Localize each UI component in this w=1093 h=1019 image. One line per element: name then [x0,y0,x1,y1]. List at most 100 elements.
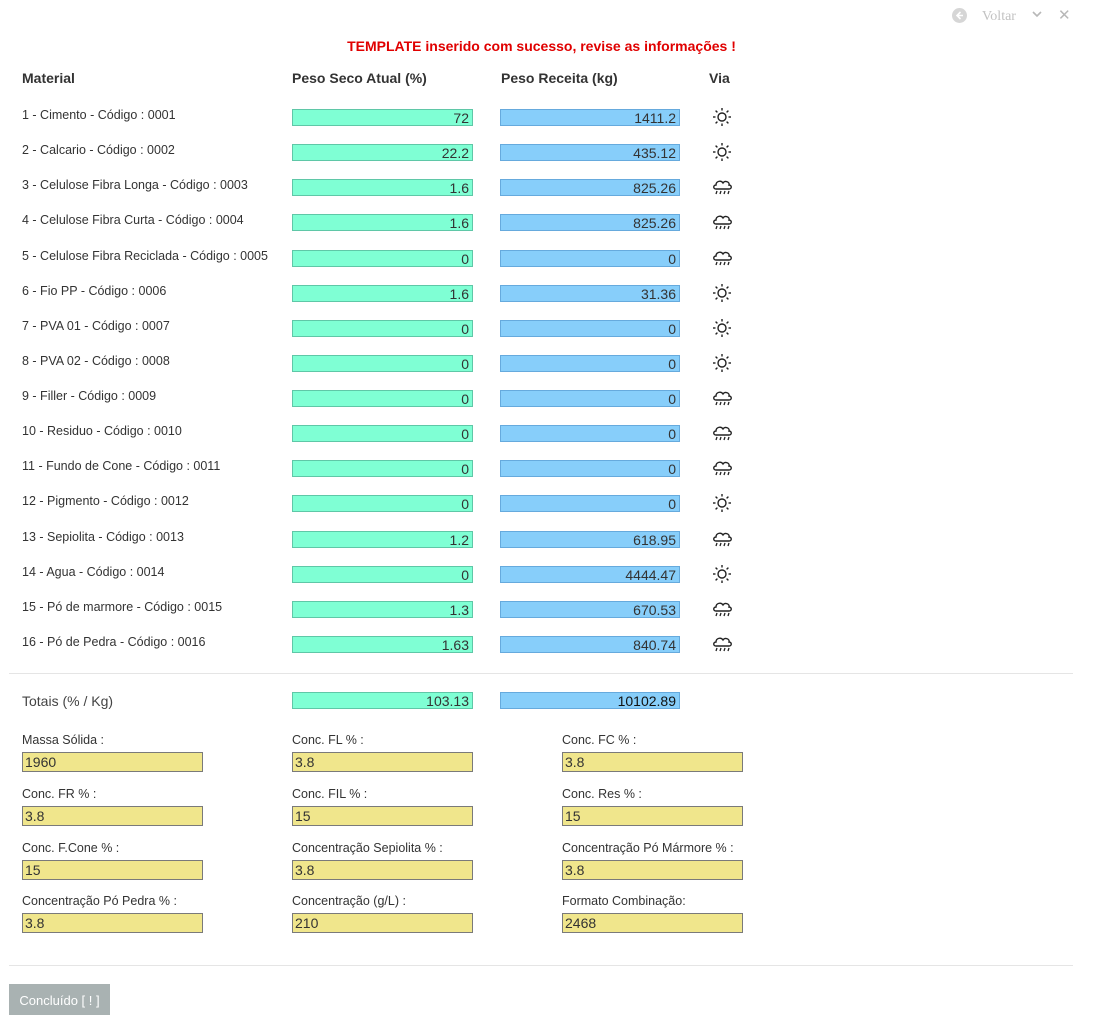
field-label: Conc. FC % : [562,733,637,747]
field-label: Conc. FL % : [292,733,364,747]
concentration-input[interactable]: 3.8 [22,913,203,933]
back-button[interactable]: Voltar [982,9,1016,24]
concentration-input[interactable]: 3.8 [562,860,743,880]
header-peso-seco: Peso Seco Atual (%) [292,70,427,86]
peso-seco-field[interactable]: 0 [292,354,473,372]
peso-receita-field[interactable]: 0 [500,319,680,337]
total-receita-field[interactable]: 10102.89 [500,692,680,709]
sun-icon[interactable] [711,318,733,338]
peso-seco-field[interactable]: 1.2 [292,530,473,548]
peso-receita-field[interactable]: 670.53 [500,600,680,618]
peso-receita-field[interactable]: 840.74 [500,635,680,653]
concentration-input[interactable]: 3.8 [292,860,473,880]
material-label: 2 - Calcario - Código : 0002 [22,143,175,158]
peso-seco-field[interactable]: 0 [292,495,473,513]
concentration-input[interactable]: 3.8 [292,752,473,772]
peso-receita-field[interactable]: 0 [500,460,680,478]
peso-receita-field[interactable]: 31.36 [500,284,680,302]
peso-seco-field[interactable]: 1.6 [292,179,473,197]
close-icon[interactable]: ✕ [1058,7,1071,24]
field-label: Concentração Pó Pedra % : [22,894,177,908]
material-label: 15 - Pó de marmore - Código : 0015 [22,599,223,614]
done-button[interactable]: Concluído [ ! ] [9,984,110,1015]
peso-receita-field[interactable]: 618.95 [500,530,680,548]
peso-receita-field[interactable]: 0 [500,390,680,408]
rain-icon[interactable] [711,423,733,443]
rain-icon[interactable] [711,529,733,549]
material-label: 13 - Sepiolita - Código : 0013 [22,529,184,544]
peso-seco-field[interactable]: 0 [292,565,473,583]
sun-icon[interactable] [711,107,733,127]
peso-seco-field[interactable]: 72 [292,109,473,126]
field-label: Concentração Sepiolita % : [292,841,443,855]
peso-receita-field[interactable]: 0 [500,425,680,443]
header-peso-receita: Peso Receita (kg) [501,70,618,86]
concentration-input[interactable]: 15 [562,806,743,826]
material-label: 14 - Agua - Código : 0014 [22,564,165,579]
chevron-down-icon[interactable] [1031,7,1043,19]
concentration-input[interactable]: 210 [292,913,473,933]
field-label: Conc. Res % : [562,787,642,801]
concentration-input[interactable]: 15 [292,806,473,826]
header-material: Material [22,70,75,86]
concentration-input[interactable]: 1960 [22,752,203,772]
rain-icon[interactable] [711,634,733,654]
material-label: 1 - Cimento - Código : 0001 [22,108,176,122]
material-label: 11 - Fundo de Cone - Código : 0011 [22,459,221,474]
sun-icon[interactable] [711,493,733,513]
field-label: Conc. FR % : [22,787,97,801]
concentration-input[interactable]: 2468 [562,913,743,933]
peso-receita-field[interactable]: 0 [500,249,680,267]
peso-seco-field[interactable]: 1.6 [292,284,473,302]
material-label: 3 - Celulose Fibra Longa - Código : 0003 [22,178,248,193]
material-label: 7 - PVA 01 - Código : 0007 [22,318,170,333]
totals-label: Totais (% / Kg) [22,693,114,709]
concentration-input[interactable]: 3.8 [22,806,203,826]
peso-seco-field[interactable]: 22.2 [292,144,473,162]
peso-seco-field[interactable]: 1.3 [292,600,473,618]
concentration-input[interactable]: 3.8 [562,752,743,772]
material-label: 5 - Celulose Fibra Reciclada - Código : … [22,248,268,263]
material-label: 8 - PVA 02 - Código : 0008 [22,353,170,368]
peso-seco-field[interactable]: 0 [292,460,473,478]
rain-icon[interactable] [711,388,733,408]
field-label: Conc. FIL % : [292,787,368,801]
field-label: Massa Sólida : [22,733,104,747]
material-label: 6 - Fio PP - Código : 0006 [22,283,167,298]
material-label: 10 - Residuo - Código : 0010 [22,424,182,439]
divider [9,965,1073,966]
rain-icon[interactable] [711,212,733,232]
peso-receita-field[interactable]: 825.26 [500,179,680,197]
peso-seco-field[interactable]: 1.63 [292,635,473,653]
rain-icon[interactable] [711,599,733,619]
rain-icon[interactable] [711,177,733,197]
rain-icon[interactable] [711,458,733,478]
peso-seco-field[interactable]: 0 [292,425,473,443]
peso-receita-field[interactable]: 0 [500,495,680,513]
field-label: Formato Combinação: [562,894,686,908]
material-label: 4 - Celulose Fibra Curta - Código : 0004 [22,213,244,228]
peso-receita-field[interactable]: 435.12 [500,144,680,162]
peso-receita-field[interactable]: 0 [500,354,680,372]
concentration-input[interactable]: 15 [22,860,203,880]
field-label: Concentração (g/L) : [292,894,406,908]
field-label: Concentração Pó Mármore % : [562,841,734,855]
peso-seco-field[interactable]: 1.6 [292,214,473,232]
peso-seco-field[interactable]: 0 [292,249,473,267]
total-seco-field[interactable]: 103.13 [292,692,473,709]
peso-seco-field[interactable]: 0 [292,390,473,408]
divider [9,673,1073,674]
sun-icon[interactable] [711,142,733,162]
success-message: TEMPLATE inserido com sucesso, revise as… [347,38,736,54]
back-arrow-icon[interactable] [952,8,967,23]
peso-receita-field[interactable]: 825.26 [500,214,680,232]
sun-icon[interactable] [711,283,733,303]
material-label: 12 - Pigmento - Código : 0012 [22,494,189,509]
peso-receita-field[interactable]: 4444.47 [500,565,680,583]
rain-icon[interactable] [711,248,733,268]
peso-receita-field[interactable]: 1411.2 [500,109,680,126]
peso-seco-field[interactable]: 0 [292,319,473,337]
material-label: 16 - Pó de Pedra - Código : 0016 [22,634,206,649]
sun-icon[interactable] [711,564,733,584]
sun-icon[interactable] [711,353,733,373]
